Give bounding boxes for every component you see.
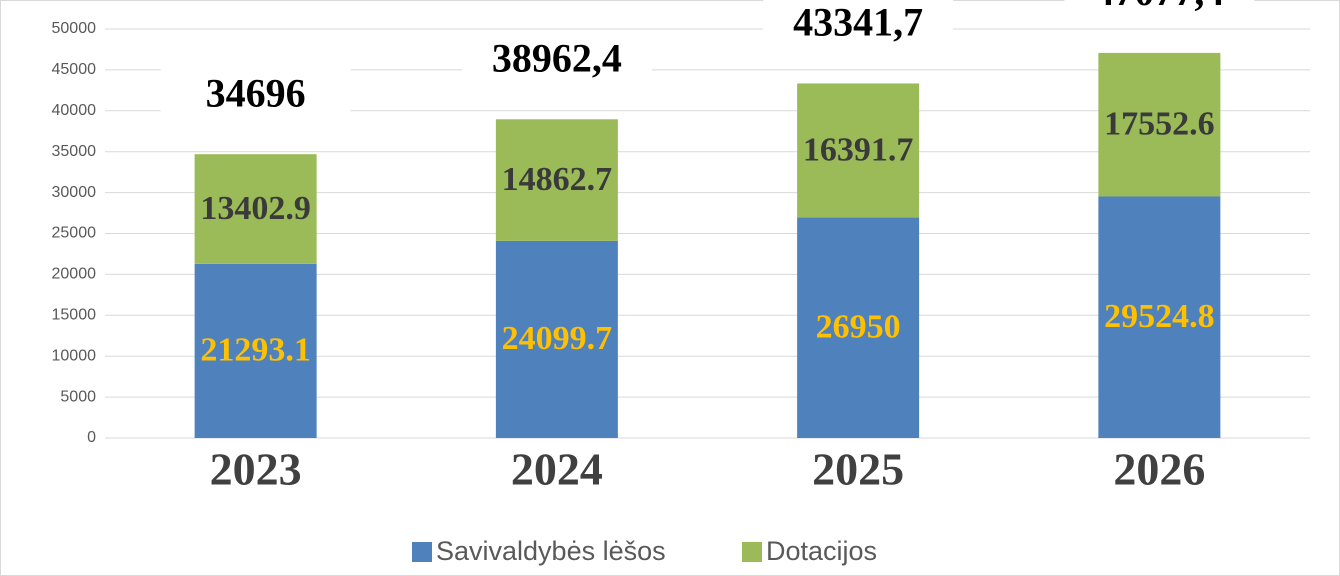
total-label-bg — [461, 34, 652, 91]
data-label: 21293.1 — [200, 332, 311, 369]
total-label: 47077,4 — [1094, 0, 1224, 14]
total-label: 43341,7 — [793, 0, 923, 45]
y-tick-label: 15000 — [52, 307, 97, 324]
y-tick-label: 0 — [87, 429, 96, 446]
y-tick-label: 35000 — [52, 143, 97, 160]
legend-label: Savivaldybės lėšos — [436, 536, 666, 566]
total-label: 34696 — [206, 70, 306, 115]
y-tick-label: 10000 — [52, 347, 97, 364]
bar-segment — [797, 217, 920, 438]
data-label: 13402.9 — [200, 190, 311, 227]
x-tick-label: 2024 — [511, 444, 603, 495]
total-label: 38962,4 — [492, 35, 622, 80]
bar-segment — [1098, 52, 1221, 197]
x-tick-label: 2026 — [1113, 444, 1205, 495]
y-tick-label: 45000 — [52, 61, 97, 78]
data-label: 14862.7 — [502, 161, 613, 198]
bar-segment — [797, 83, 920, 218]
legend-label: Dotacijos — [766, 536, 877, 566]
data-label: 26950 — [816, 309, 901, 346]
bar-segment — [495, 119, 618, 241]
y-tick-label: 25000 — [52, 225, 97, 242]
total-label-bg — [160, 69, 351, 126]
data-label: 16391.7 — [803, 131, 914, 168]
total-label-bg — [763, 0, 954, 55]
y-tick-label: 30000 — [52, 184, 97, 201]
data-label: 24099.7 — [502, 320, 613, 357]
y-tick-label: 50000 — [52, 20, 97, 37]
y-tick-label: 5000 — [60, 388, 96, 405]
total-label-bg — [1064, 0, 1255, 24]
x-tick-label: 2023 — [210, 444, 302, 495]
x-tick-label: 2025 — [812, 444, 904, 495]
data-label: 17552.6 — [1104, 105, 1215, 142]
bar-segment — [194, 263, 317, 438]
y-tick-label: 40000 — [52, 102, 97, 119]
legend-swatch — [412, 542, 432, 562]
data-label: 29524.8 — [1104, 298, 1215, 335]
bar-segment — [1098, 196, 1221, 438]
legend-swatch — [742, 542, 762, 562]
bar-segment — [495, 240, 618, 438]
bar-segment — [194, 154, 317, 264]
y-tick-label: 20000 — [52, 266, 97, 283]
